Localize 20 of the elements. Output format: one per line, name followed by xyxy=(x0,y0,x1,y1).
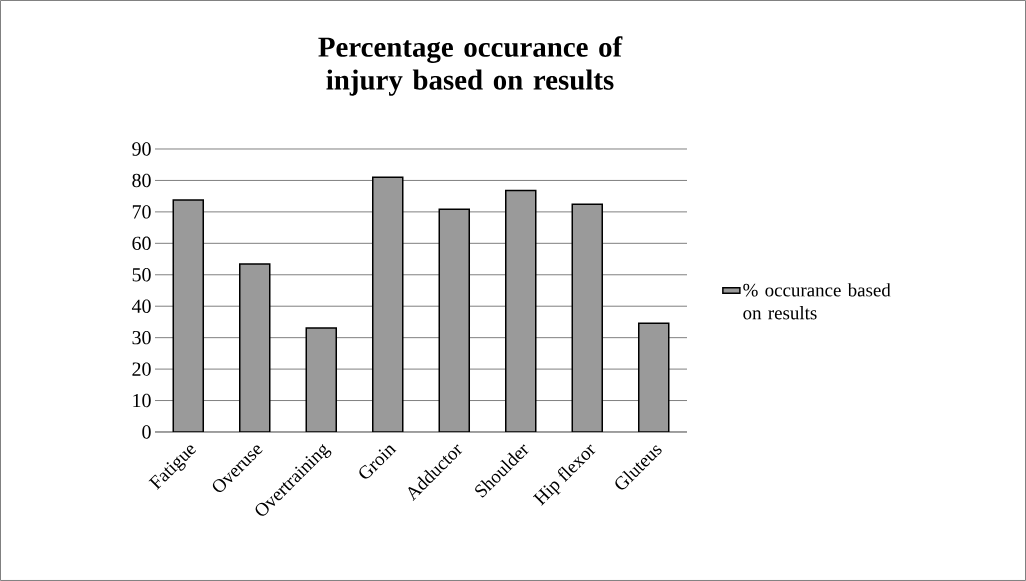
y-tick-label: 60 xyxy=(132,236,151,251)
y-tick-label: 20 xyxy=(132,362,151,376)
bar xyxy=(172,199,205,432)
y-tick-label: 40 xyxy=(131,299,151,313)
chart-title: Percentage occurance of injury based on results xyxy=(318,36,623,96)
bar xyxy=(438,208,471,432)
y-tick-label: 50 xyxy=(132,268,151,282)
y-tick-label: 0 xyxy=(142,425,151,439)
legend-label: % occurance based on results xyxy=(743,283,891,320)
bar xyxy=(372,176,404,432)
y-tick-label: 30 xyxy=(132,330,151,345)
bar xyxy=(571,203,603,432)
bar xyxy=(638,322,670,432)
y-tick-label: 10 xyxy=(133,393,151,408)
bar xyxy=(505,189,537,432)
y-tick-label: 90 xyxy=(132,142,151,156)
y-tick-label: 80 xyxy=(132,173,151,188)
y-tick-label: 70 xyxy=(132,205,151,219)
bar xyxy=(239,263,271,432)
bar xyxy=(305,327,338,432)
